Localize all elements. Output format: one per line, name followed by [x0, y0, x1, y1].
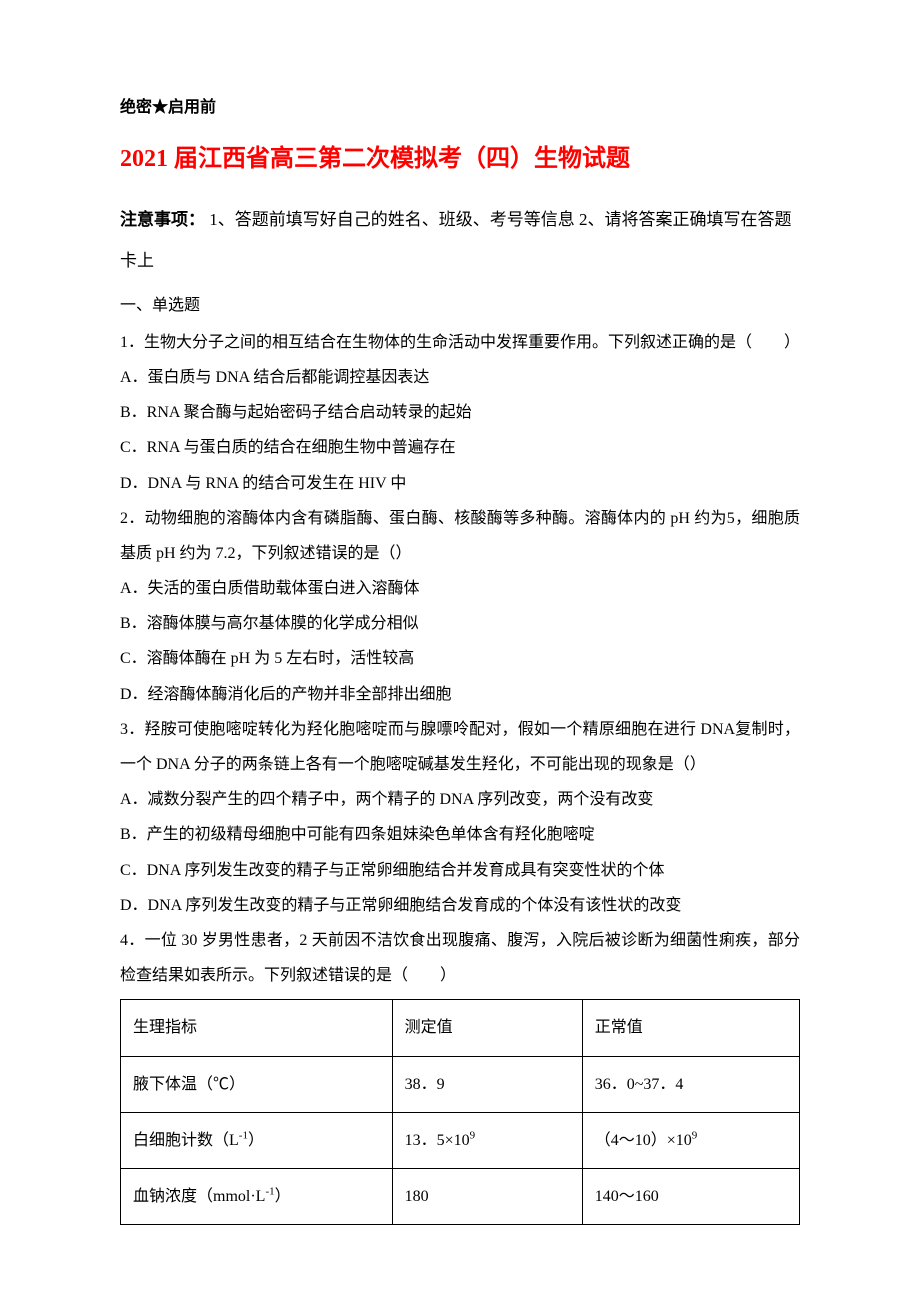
q4-stem: 4．一位 30 岁男性患者，2 天前因不洁饮食出现腹痛、腹泻，入院后被诊断为细菌…	[120, 923, 800, 993]
superscript: 9	[470, 1129, 476, 1141]
cell-text: ）	[275, 1188, 291, 1205]
cell-text: 13．5×10	[405, 1132, 470, 1149]
q4-table: 生理指标 测定值 正常值 腋下体温（℃） 38．9 36．0~37．4 白细胞计…	[120, 999, 800, 1225]
table-row: 血钠浓度（mmol·L-1） 180 140～160	[121, 1168, 800, 1224]
table-cell: 180	[392, 1168, 582, 1224]
table-header-measured: 测定值	[392, 1000, 582, 1056]
superscript: -1	[239, 1129, 248, 1141]
q2-option-c: C．溶酶体酶在 pH 为 5 左右时，活性较高	[120, 641, 800, 676]
q1-option-b: B．RNA 聚合酶与起始密码子结合启动转录的起始	[120, 395, 800, 430]
superscript: -1	[265, 1186, 274, 1198]
table-row: 生理指标 测定值 正常值	[121, 1000, 800, 1056]
notice-label: 注意事项：	[120, 210, 205, 229]
table-cell: （4～10）×109	[582, 1112, 799, 1168]
q2-stem: 2．动物细胞的溶酶体内含有磷脂酶、蛋白酶、核酸酶等多种酶。溶酶体内的 pH 约为…	[120, 501, 800, 571]
section-heading: 一、单选题	[120, 288, 800, 323]
classification-label: 绝密★启用前	[120, 90, 800, 125]
q3-option-b: B．产生的初级精母细胞中可能有四条姐妹染色单体含有羟化胞嘧啶	[120, 817, 800, 852]
notice-text: 1、答题前填写好自己的姓名、班级、考号等信息 2、请将答案正确填写在答题卡上	[120, 210, 792, 270]
q1-stem: 1．生物大分子之间的相互结合在生物体的生命活动中发挥重要作用。下列叙述正确的是（…	[120, 325, 800, 360]
q2-option-a: A．失活的蛋白质借助载体蛋白进入溶酶体	[120, 571, 800, 606]
table-cell: 腋下体温（℃）	[121, 1056, 393, 1112]
q3-option-d: D．DNA 序列发生改变的精子与正常卵细胞结合发育成的个体没有该性状的改变	[120, 888, 800, 923]
q2-option-b: B．溶酶体膜与高尔基体膜的化学成分相似	[120, 606, 800, 641]
cell-text: 血钠浓度（mmol·L	[133, 1188, 265, 1205]
q2-option-d: D．经溶酶体酶消化后的产物并非全部排出细胞	[120, 677, 800, 712]
table-row: 腋下体温（℃） 38．9 36．0~37．4	[121, 1056, 800, 1112]
table-cell: 140～160	[582, 1168, 799, 1224]
q1-option-c: C．RNA 与蛋白质的结合在细胞生物中普遍存在	[120, 430, 800, 465]
table-cell: 36．0~37．4	[582, 1056, 799, 1112]
cell-text: ）	[248, 1132, 264, 1149]
q1-option-d: D．DNA 与 RNA 的结合可发生在 HIV 中	[120, 466, 800, 501]
table-row: 白细胞计数（L-1） 13．5×109 （4～10）×109	[121, 1112, 800, 1168]
q3-option-a: A．减数分裂产生的四个精子中，两个精子的 DNA 序列改变，两个没有改变	[120, 782, 800, 817]
table-header-normal: 正常值	[582, 1000, 799, 1056]
cell-text: 白细胞计数（L	[133, 1132, 239, 1149]
table-cell: 38．9	[392, 1056, 582, 1112]
table-cell: 白细胞计数（L-1）	[121, 1112, 393, 1168]
table-cell: 13．5×109	[392, 1112, 582, 1168]
cell-text: （4～10）×10	[595, 1132, 692, 1149]
table-header-indicator: 生理指标	[121, 1000, 393, 1056]
table-cell: 血钠浓度（mmol·L-1）	[121, 1168, 393, 1224]
superscript: 9	[692, 1129, 698, 1141]
q1-option-a: A．蛋白质与 DNA 结合后都能调控基因表达	[120, 360, 800, 395]
q3-stem: 3．羟胺可使胞嘧啶转化为羟化胞嘧啶而与腺嘌呤配对，假如一个精原细胞在进行 DNA…	[120, 712, 800, 782]
q3-option-c: C．DNA 序列发生改变的精子与正常卵细胞结合并发育成具有突变性状的个体	[120, 853, 800, 888]
notice-block: 注意事项： 1、答题前填写好自己的姓名、班级、考号等信息 2、请将答案正确填写在…	[120, 200, 800, 282]
exam-title: 2021 届江西省高三第二次模拟考（四）生物试题	[120, 133, 800, 186]
